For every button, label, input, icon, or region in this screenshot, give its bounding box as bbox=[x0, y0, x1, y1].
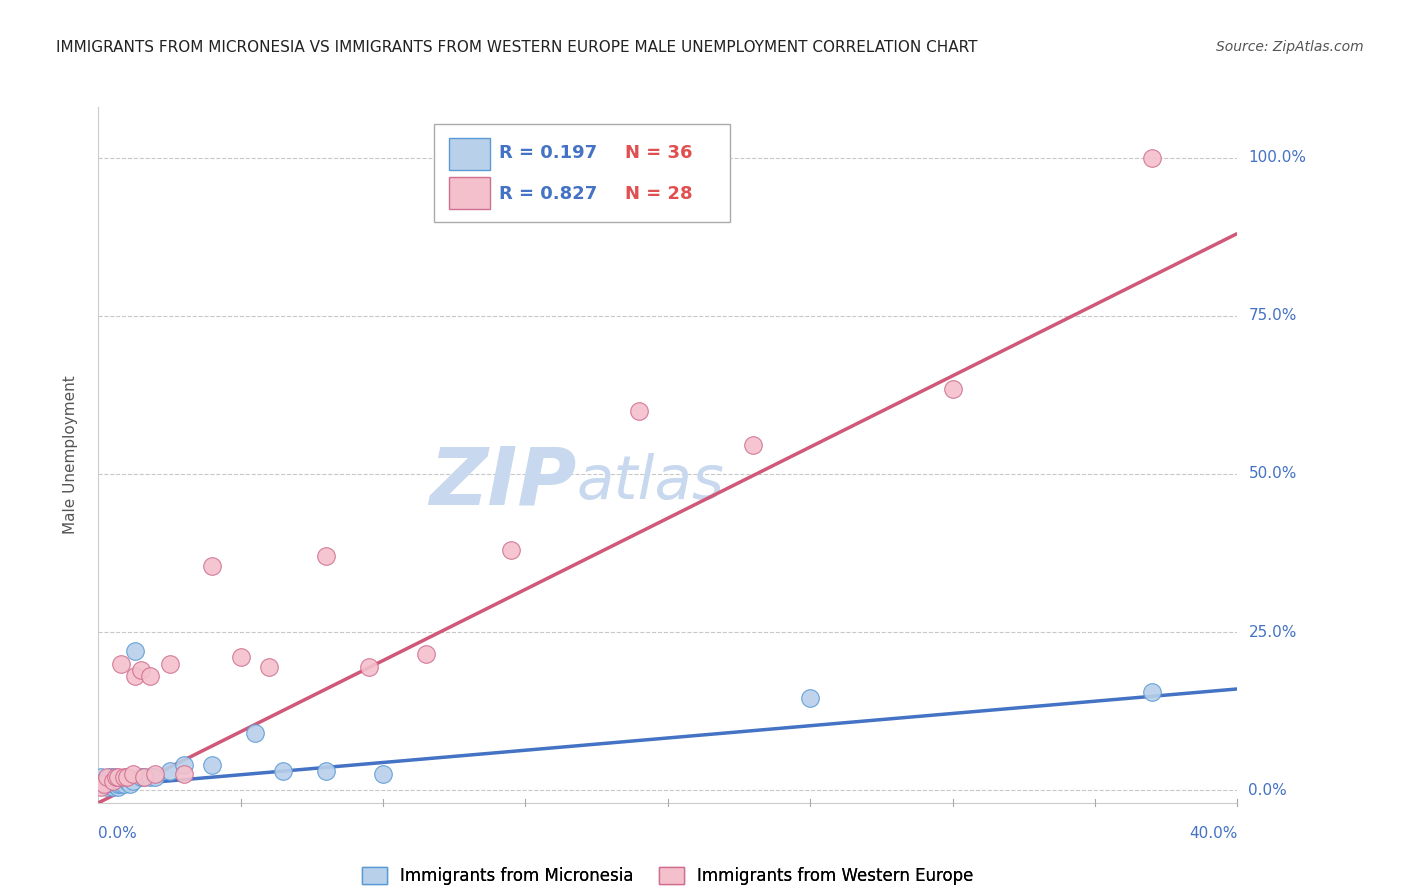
Text: 40.0%: 40.0% bbox=[1189, 827, 1237, 841]
Point bbox=[129, 771, 152, 785]
Point bbox=[942, 382, 965, 396]
Point bbox=[501, 542, 523, 557]
Point bbox=[118, 777, 141, 791]
Point bbox=[132, 771, 155, 785]
Point bbox=[96, 777, 118, 791]
Point bbox=[373, 767, 395, 781]
Point bbox=[101, 780, 124, 794]
Point bbox=[628, 403, 651, 417]
Text: 50.0%: 50.0% bbox=[1249, 467, 1296, 482]
Point bbox=[98, 771, 121, 785]
Point bbox=[104, 773, 127, 788]
Point bbox=[315, 764, 337, 779]
Text: IMMIGRANTS FROM MICRONESIA VS IMMIGRANTS FROM WESTERN EUROPE MALE UNEMPLOYMENT C: IMMIGRANTS FROM MICRONESIA VS IMMIGRANTS… bbox=[56, 40, 977, 55]
Text: 0.0%: 0.0% bbox=[1249, 782, 1286, 797]
Point bbox=[742, 438, 765, 452]
Point bbox=[159, 657, 181, 671]
Text: 0.0%: 0.0% bbox=[98, 827, 138, 841]
Point bbox=[259, 660, 281, 674]
Legend: Immigrants from Micronesia, Immigrants from Western Europe: Immigrants from Micronesia, Immigrants f… bbox=[363, 867, 973, 885]
Text: R = 0.827: R = 0.827 bbox=[499, 185, 598, 203]
Point bbox=[1140, 151, 1163, 165]
Point bbox=[243, 726, 266, 740]
Point bbox=[145, 767, 167, 781]
Y-axis label: Male Unemployment: Male Unemployment bbox=[63, 376, 77, 534]
Point bbox=[98, 777, 121, 791]
Text: ZIP: ZIP bbox=[429, 443, 576, 522]
Point bbox=[124, 669, 146, 683]
Point bbox=[138, 669, 160, 683]
Point bbox=[132, 771, 155, 785]
Text: N = 28: N = 28 bbox=[624, 185, 692, 203]
Point bbox=[1140, 685, 1163, 699]
Point bbox=[101, 773, 124, 788]
Point bbox=[112, 771, 135, 785]
Point bbox=[201, 757, 224, 772]
Point bbox=[90, 780, 112, 794]
Point bbox=[112, 777, 135, 791]
Point bbox=[93, 773, 115, 788]
Point bbox=[96, 780, 118, 794]
Point bbox=[173, 767, 195, 781]
Point bbox=[107, 777, 129, 791]
Point bbox=[93, 777, 115, 791]
Point bbox=[104, 771, 127, 785]
FancyBboxPatch shape bbox=[449, 178, 491, 210]
Point bbox=[107, 771, 129, 785]
Point bbox=[96, 771, 118, 785]
Point bbox=[273, 764, 295, 779]
Point bbox=[121, 767, 143, 781]
Point bbox=[96, 773, 118, 788]
Point bbox=[357, 660, 380, 674]
Point bbox=[93, 777, 115, 791]
Point bbox=[145, 771, 167, 785]
FancyBboxPatch shape bbox=[434, 124, 731, 222]
Point bbox=[110, 657, 132, 671]
Point bbox=[159, 764, 181, 779]
Point bbox=[138, 771, 160, 785]
Point bbox=[129, 663, 152, 677]
Text: atlas: atlas bbox=[576, 453, 724, 512]
Text: Source: ZipAtlas.com: Source: ZipAtlas.com bbox=[1216, 40, 1364, 54]
Text: 75.0%: 75.0% bbox=[1249, 309, 1296, 323]
Text: R = 0.197: R = 0.197 bbox=[499, 144, 598, 162]
Point bbox=[315, 549, 337, 563]
Point bbox=[124, 644, 146, 658]
Text: 100.0%: 100.0% bbox=[1249, 150, 1306, 165]
Text: 25.0%: 25.0% bbox=[1249, 624, 1296, 640]
Point bbox=[201, 558, 224, 573]
Point bbox=[415, 647, 437, 661]
Point bbox=[110, 773, 132, 788]
Point bbox=[101, 771, 124, 785]
Point bbox=[104, 777, 127, 791]
Point bbox=[115, 771, 138, 785]
Point bbox=[107, 780, 129, 794]
Point bbox=[90, 771, 112, 785]
Point bbox=[101, 777, 124, 791]
Point bbox=[121, 773, 143, 788]
Point bbox=[173, 757, 195, 772]
Text: N = 36: N = 36 bbox=[624, 144, 692, 162]
Point bbox=[799, 691, 821, 706]
Point bbox=[115, 773, 138, 788]
Point bbox=[110, 777, 132, 791]
FancyBboxPatch shape bbox=[449, 137, 491, 169]
Point bbox=[229, 650, 252, 665]
Point bbox=[90, 777, 112, 791]
